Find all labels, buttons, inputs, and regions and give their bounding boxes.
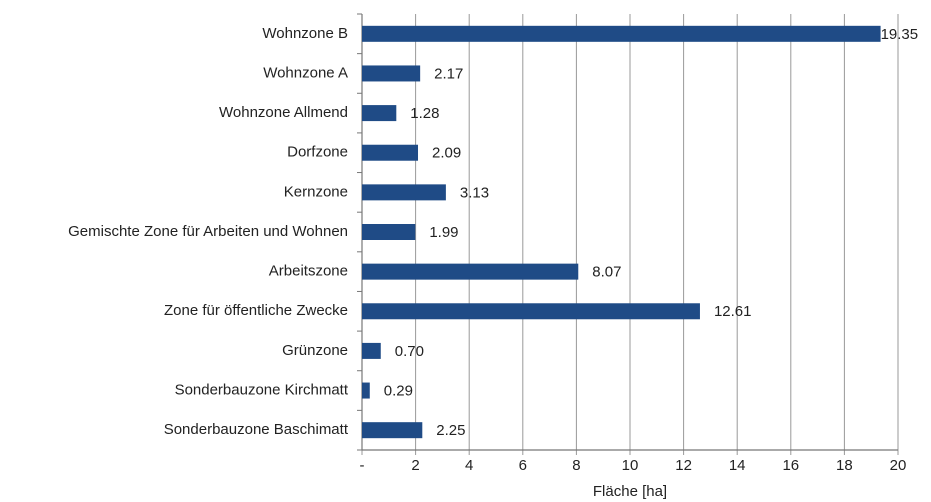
value-label: 3.13: [460, 184, 489, 201]
bar: [362, 105, 397, 122]
value-label: 2.09: [432, 145, 461, 162]
x-tick-label: 16: [782, 457, 799, 474]
bar: [362, 382, 370, 399]
y-tick-label: Wohnzone A: [263, 64, 348, 81]
bar: [362, 342, 381, 359]
y-tick-label: Sonderbauzone Baschimatt: [164, 421, 349, 438]
y-tick-label: Grünzone: [282, 342, 348, 359]
x-tick-label: 12: [675, 457, 692, 474]
value-label: 0.70: [395, 343, 424, 360]
value-label: 8.07: [592, 264, 621, 281]
x-tick-label: 20: [890, 457, 907, 474]
value-label: 2.25: [436, 422, 465, 439]
x-tick-label: 6: [519, 457, 527, 474]
bar: [362, 303, 700, 320]
y-tick-label: Wohnzone B: [262, 25, 348, 42]
x-axis-title: Fläche [ha]: [593, 483, 667, 500]
bar: [362, 422, 423, 439]
bar: [362, 65, 421, 82]
value-label: 19.35: [881, 26, 919, 43]
value-label: 12.61: [714, 303, 752, 320]
bar: [362, 184, 446, 201]
y-tick-label: Arbeitszone: [269, 263, 348, 280]
x-tick-label: 18: [836, 457, 853, 474]
x-tick-label: 4: [465, 457, 473, 474]
value-label: 0.29: [384, 383, 413, 400]
x-tick-label: -: [360, 457, 365, 474]
value-label: 1.28: [410, 105, 439, 122]
bar: [362, 224, 416, 240]
x-tick-label: 14: [729, 457, 746, 474]
y-tick-label: Wohnzone Allmend: [219, 104, 348, 121]
y-tick-label: Dorfzone: [287, 144, 348, 161]
value-label: 1.99: [429, 224, 458, 241]
x-tick-label: 8: [572, 457, 580, 474]
y-tick-label: Kernzone: [284, 183, 348, 200]
bar: [362, 144, 419, 161]
bar: [362, 263, 579, 280]
value-label: 2.17: [434, 65, 463, 82]
x-tick-label: 10: [622, 457, 639, 474]
x-tick-label: 2: [411, 457, 419, 474]
y-tick-label: Zone für öffentliche Zwecke: [164, 302, 348, 319]
y-tick-label: Gemischte Zone für Arbeiten und Wohnen: [68, 223, 348, 240]
bar: [362, 25, 881, 42]
y-tick-label: Sonderbauzone Kirchmatt: [175, 382, 349, 399]
